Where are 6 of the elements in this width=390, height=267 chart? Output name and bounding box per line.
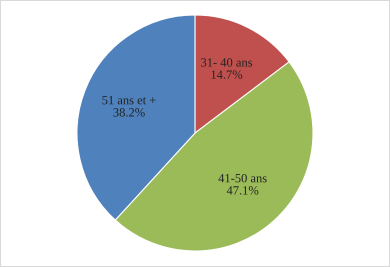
- data-label: 14.7%: [212, 70, 242, 79]
- slice-label: 31- 40 ans: [201, 58, 252, 67]
- slice-label: 51 ans et +: [102, 96, 156, 104]
- data-label: 38.2%: [113, 108, 145, 117]
- data-label: 47.1%: [226, 186, 258, 195]
- slice-label: 41-50 ans: [218, 174, 267, 182]
